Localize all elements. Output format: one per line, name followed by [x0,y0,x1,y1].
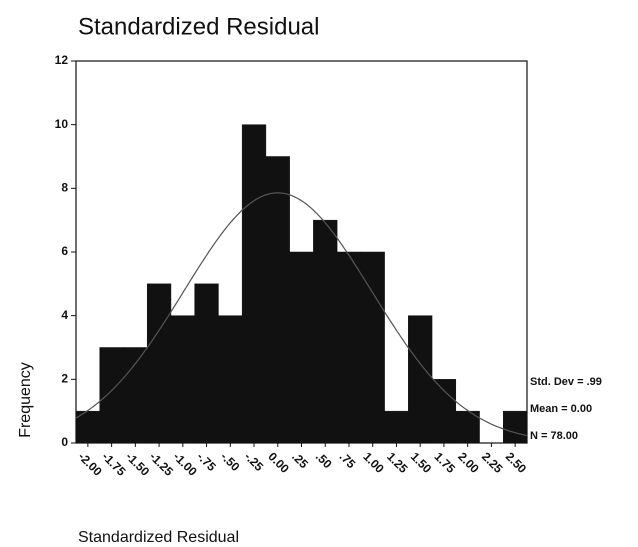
x-tick-label: -.50 [218,449,243,474]
chart-title: Standardized Residual [78,13,320,40]
y-tick-label: 0 [61,435,68,449]
bar [503,411,527,443]
x-tick-label: .50 [313,449,335,471]
bar [266,157,290,444]
bar [385,411,409,443]
y-tick-label: 2 [61,372,68,386]
x-tick-label: 0.00 [265,449,292,476]
x-tick-label: -.25 [242,449,267,474]
y-tick-label: 4 [61,308,68,322]
bar [432,379,456,443]
x-tick-label: 2.00 [455,449,482,476]
stat-label: Std. Dev = .99 [530,376,602,388]
x-tick-label: .25 [289,449,311,471]
x-tick-label: 1.25 [384,449,411,476]
bar [100,348,124,444]
y-tick-label: 12 [55,53,69,67]
y-tick-label: 6 [61,244,68,258]
stat-label: N = 78.00 [530,430,578,442]
bar [171,316,195,443]
bar [195,284,219,443]
y-axis-label: Frequency [17,362,34,438]
y-tick-label: 8 [61,181,68,195]
chart: Standardized Residual Standardized Resid… [0,0,638,547]
x-tick-label: -1.25 [147,449,176,478]
bar [218,316,242,443]
bar [290,252,314,443]
x-tick-label: -2.00 [76,449,105,478]
stat-label: Mean = 0.00 [530,403,592,415]
x-tick-label: -1.00 [170,449,199,478]
x-tick-label: 1.00 [360,449,387,476]
x-tick-label: 2.25 [479,449,506,476]
bar [313,220,337,443]
bar [123,348,147,444]
x-tick-label: 1.50 [408,449,435,476]
y-tick-label: 10 [55,117,69,131]
x-axis-label: Standardized Residual [78,529,239,546]
bar [147,284,171,443]
bar [361,252,385,443]
x-tick-label: 1.75 [432,449,459,476]
x-tick-label: 2.50 [503,449,530,476]
x-tick-label: .75 [337,449,359,471]
bar [408,316,432,443]
x-tick-label: -1.50 [123,449,152,478]
bar [242,125,266,443]
bar [337,252,361,443]
x-tick-label: -1.75 [99,449,128,478]
